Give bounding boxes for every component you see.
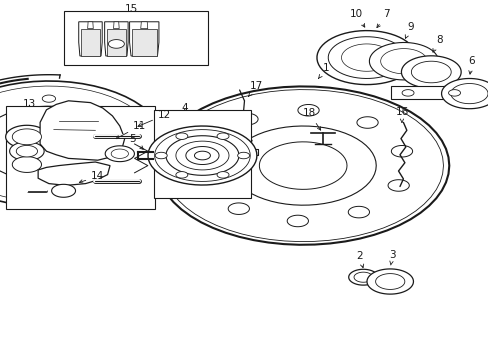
Polygon shape [12, 157, 41, 172]
Polygon shape [353, 272, 372, 282]
Polygon shape [10, 142, 44, 161]
Text: 3: 3 [388, 249, 395, 265]
Polygon shape [286, 215, 308, 227]
Polygon shape [0, 106, 119, 182]
Polygon shape [327, 37, 405, 78]
Polygon shape [108, 40, 124, 48]
Text: 10: 10 [349, 9, 364, 27]
Text: 17: 17 [248, 81, 263, 96]
Polygon shape [176, 133, 187, 139]
Bar [6, 106, 155, 209]
Polygon shape [105, 146, 134, 162]
Polygon shape [197, 140, 218, 152]
Text: 11: 11 [116, 121, 146, 139]
Polygon shape [40, 101, 124, 160]
Polygon shape [163, 90, 443, 242]
Text: 4: 4 [181, 103, 188, 113]
Text: 16: 16 [394, 107, 408, 122]
Polygon shape [0, 81, 165, 207]
Polygon shape [297, 104, 319, 116]
Polygon shape [380, 49, 427, 74]
Text: 13: 13 [22, 99, 36, 109]
Polygon shape [111, 149, 128, 158]
Polygon shape [441, 78, 488, 109]
Polygon shape [165, 136, 239, 175]
Polygon shape [141, 22, 147, 29]
Polygon shape [12, 129, 41, 145]
Polygon shape [193, 174, 215, 186]
Polygon shape [16, 145, 38, 157]
Polygon shape [115, 118, 128, 125]
Text: 12: 12 [138, 110, 171, 127]
Polygon shape [368, 42, 438, 80]
Text: 1: 1 [318, 63, 329, 78]
Bar [154, 110, 250, 198]
Polygon shape [236, 113, 258, 125]
Text: 8: 8 [432, 35, 442, 52]
Polygon shape [157, 86, 448, 245]
Polygon shape [104, 22, 128, 56]
Polygon shape [230, 126, 375, 205]
Polygon shape [38, 162, 110, 185]
Text: 9: 9 [405, 22, 413, 39]
Polygon shape [410, 61, 450, 83]
Polygon shape [401, 90, 413, 96]
Text: 5: 5 [129, 134, 143, 149]
Text: 2: 2 [355, 251, 363, 268]
Polygon shape [148, 126, 256, 185]
Polygon shape [6, 125, 48, 148]
Polygon shape [387, 180, 408, 191]
Polygon shape [59, 158, 187, 194]
Polygon shape [366, 269, 413, 294]
Polygon shape [132, 29, 156, 56]
Polygon shape [55, 122, 179, 158]
Polygon shape [81, 29, 100, 56]
Polygon shape [185, 147, 219, 165]
Polygon shape [155, 152, 167, 159]
Polygon shape [228, 203, 249, 215]
Polygon shape [341, 44, 391, 71]
Polygon shape [316, 31, 416, 85]
Polygon shape [447, 90, 460, 96]
Polygon shape [217, 172, 228, 178]
Polygon shape [176, 141, 228, 170]
Polygon shape [217, 133, 228, 139]
Polygon shape [0, 86, 156, 202]
Polygon shape [79, 22, 102, 56]
Polygon shape [194, 151, 210, 160]
Polygon shape [87, 22, 93, 29]
Polygon shape [259, 142, 346, 189]
Polygon shape [450, 84, 487, 104]
Text: 7: 7 [376, 9, 389, 28]
Polygon shape [42, 186, 56, 193]
Text: 14: 14 [79, 171, 104, 183]
Text: 15: 15 [124, 4, 138, 14]
Polygon shape [154, 130, 250, 181]
Polygon shape [129, 22, 159, 56]
Polygon shape [52, 184, 75, 197]
Bar [63, 11, 207, 65]
Polygon shape [390, 86, 470, 99]
Polygon shape [401, 56, 460, 88]
Text: 6: 6 [468, 56, 474, 74]
Polygon shape [176, 172, 187, 178]
Polygon shape [106, 29, 126, 56]
Polygon shape [8, 122, 89, 166]
Polygon shape [347, 206, 369, 218]
Polygon shape [115, 163, 128, 170]
Polygon shape [348, 269, 377, 285]
Polygon shape [356, 117, 377, 128]
Polygon shape [113, 22, 119, 29]
Polygon shape [237, 152, 249, 159]
Polygon shape [375, 274, 404, 289]
Polygon shape [390, 145, 412, 157]
Text: 18: 18 [302, 108, 320, 130]
Polygon shape [42, 95, 56, 102]
